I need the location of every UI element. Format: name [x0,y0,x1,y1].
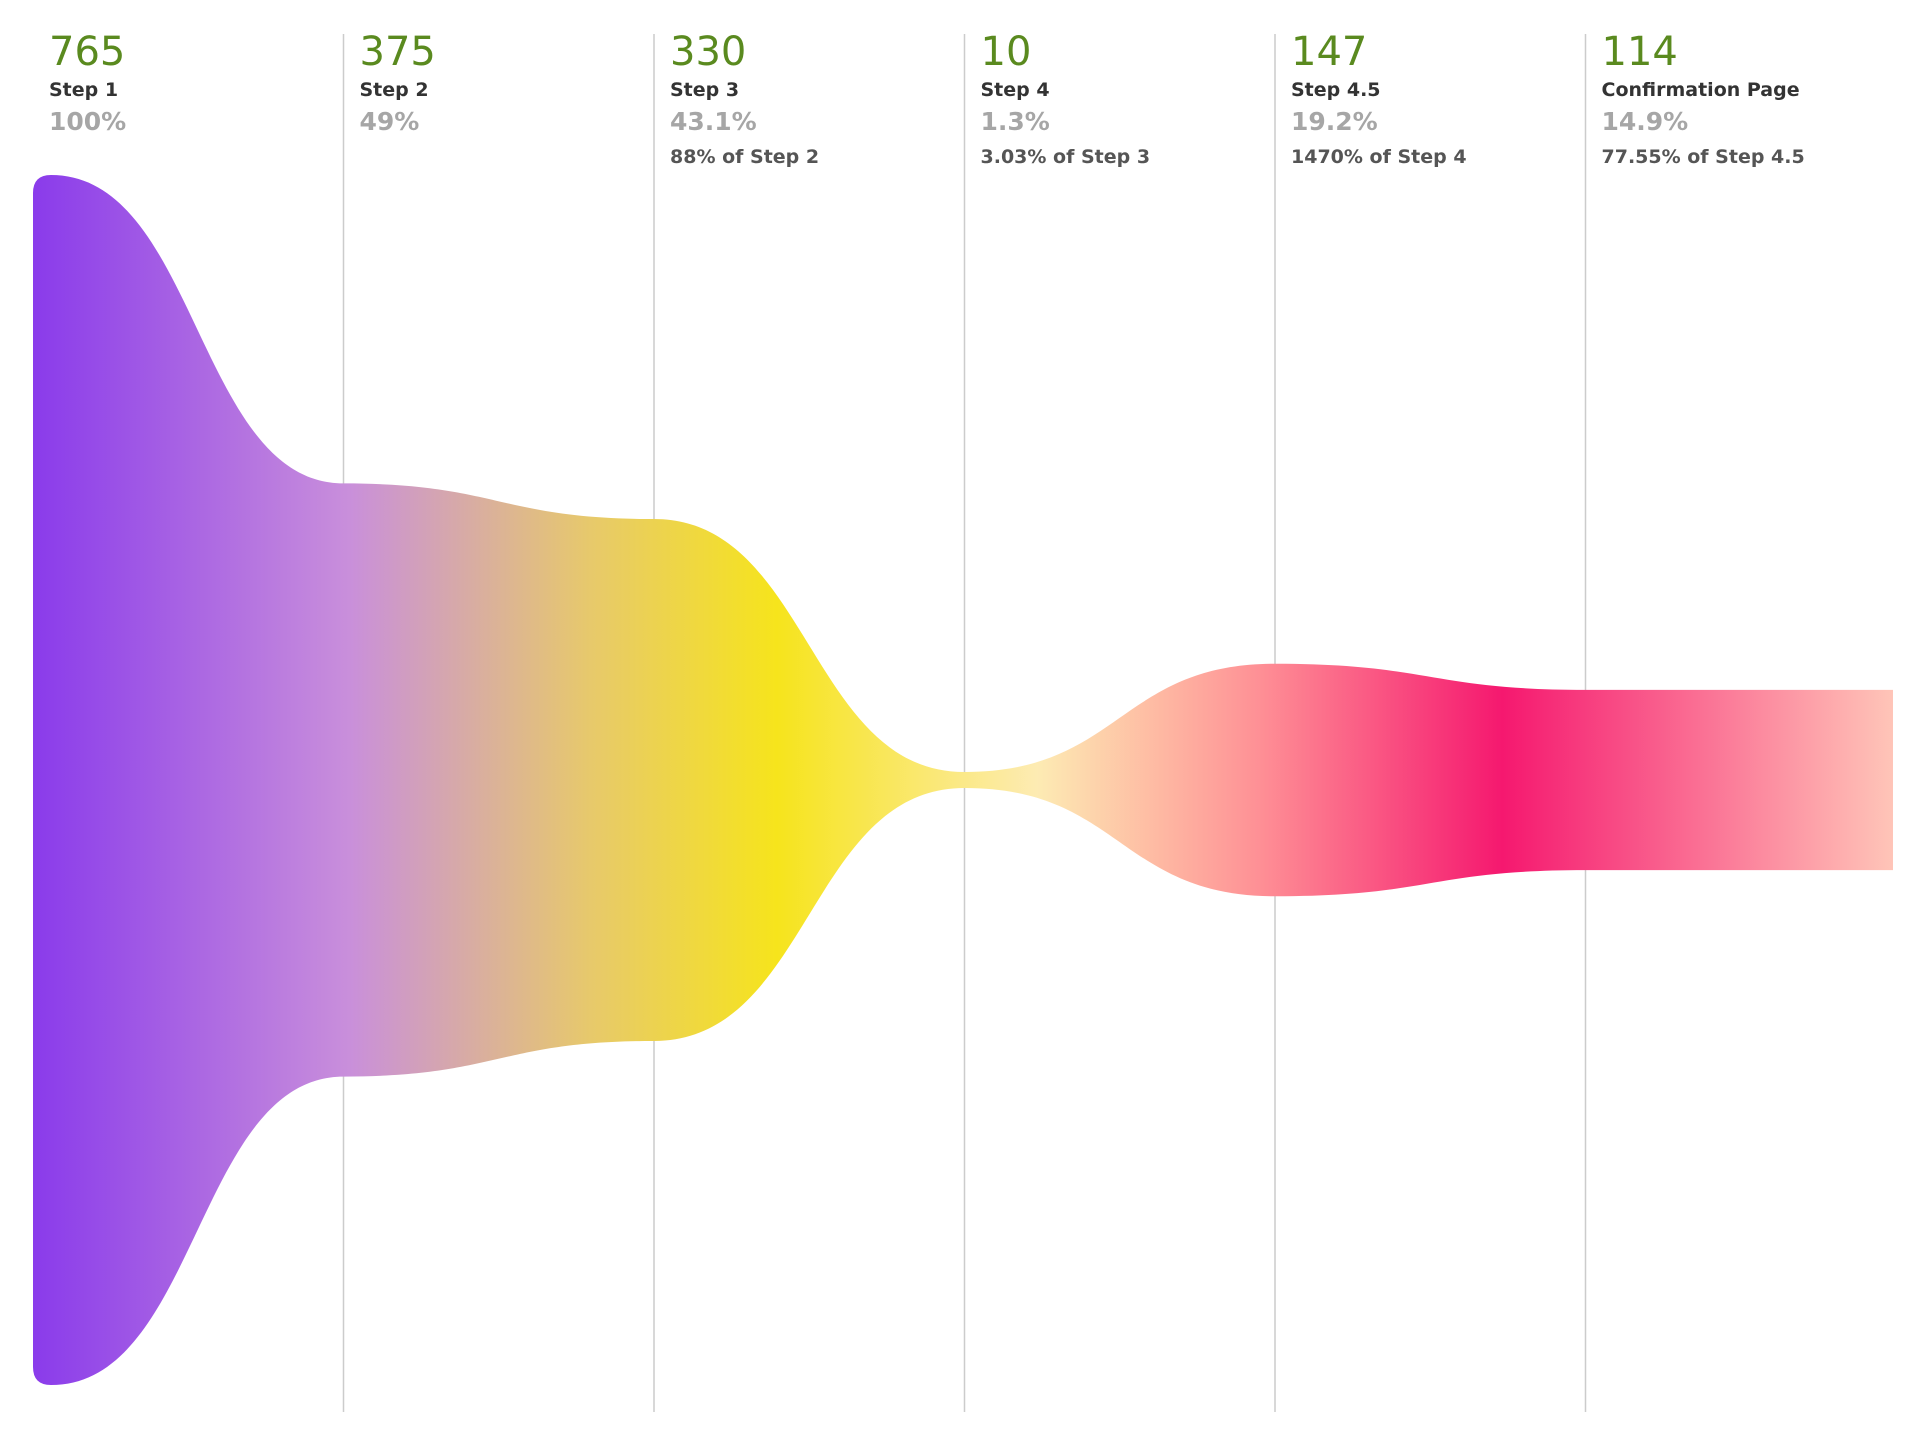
step-percent: 100% [49,107,127,136]
step-count: 147 [1291,29,1368,75]
step-relative: 1470% of Step 4 [1291,146,1467,168]
step-name: Step 3 [670,79,740,101]
step-percent: 49% [359,107,420,136]
step-percent: 14.9% [1601,107,1689,136]
step-label-4: 10 Step 4 1.3% 3.03% of Step 3 [981,28,1281,174]
step-count: 114 [1601,29,1678,75]
step-label-1: 765 Step 1 100% [49,28,349,140]
step-count: 765 [49,29,126,75]
funnel-shape [33,175,1893,1385]
step-label-5: 147 Step 4.5 19.2% 1470% of Step 4 [1291,28,1591,174]
step-relative: 88% of Step 2 [670,146,820,168]
step-label-6: 114 Confirmation Page 14.9% 77.55% of Step … [1602,28,1902,174]
step-name: Step 1 [49,79,119,101]
step-count: 10 [980,29,1032,75]
step-label-3: 330 Step 3 43.1% 88% of Step 2 [670,28,970,174]
step-relative: 3.03% of Step 3 [980,146,1151,168]
step-relative: 77.55% of Step 4.5 [1601,146,1805,168]
step-name: Step 4 [980,79,1050,101]
step-percent: 1.3% [980,107,1050,136]
step-name: Step 2 [359,79,429,101]
step-percent: 43.1% [670,107,757,136]
step-label-2: 375 Step 2 49% [360,28,660,140]
step-count: 375 [359,29,436,75]
step-count: 330 [670,29,747,75]
step-percent: 19.2% [1291,107,1378,136]
step-name: Step 4.5 [1291,79,1381,101]
step-name: Confirmation Page [1601,79,1800,101]
